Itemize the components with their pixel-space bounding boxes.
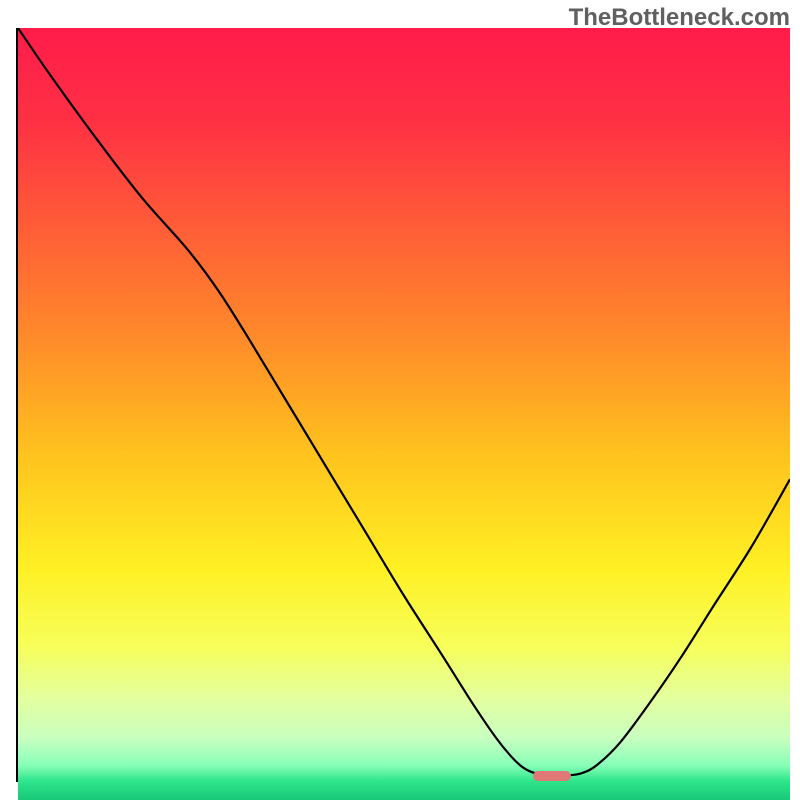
curve-path	[18, 28, 790, 776]
optimal-marker	[533, 771, 572, 782]
bottleneck-curve	[18, 28, 790, 780]
chart-container: TheBottleneck.com	[0, 0, 800, 800]
plot-area	[16, 28, 790, 782]
